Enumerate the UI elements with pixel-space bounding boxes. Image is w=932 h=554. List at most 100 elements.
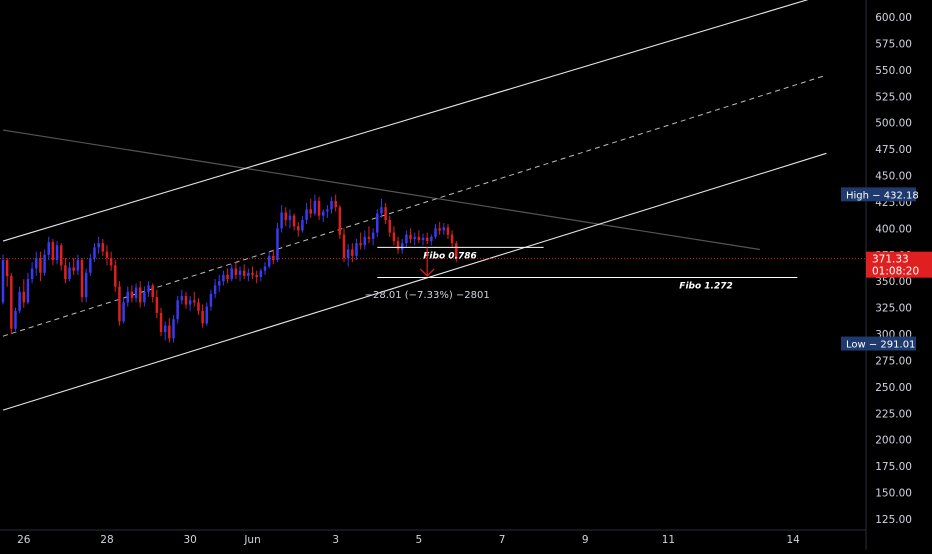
price-tick-label: 600.00 [875,12,912,24]
candle-body [305,209,308,220]
candle-body [222,274,225,282]
candle-body [346,249,350,258]
candle-body [172,319,175,339]
candle-body [55,245,59,261]
candle-body [159,312,163,332]
price-tick-label: 175.00 [875,461,912,473]
candle-body [371,232,375,239]
candle-body [413,236,416,239]
measure-arrow-head [419,268,435,277]
candle-body [363,236,367,246]
candle-body [292,215,296,227]
candle-body [330,200,333,210]
candle-body [168,325,171,339]
candle-body [321,211,325,216]
candle-body [205,306,209,324]
candle-body [193,300,196,303]
candle-body [438,228,441,231]
candle-body [272,255,275,261]
candle-body [455,243,458,260]
candle-body [359,243,362,246]
candle-body [72,267,75,271]
measure-label: −28.01 (−7.33%) −2801 [365,290,490,301]
candle-body [47,242,50,255]
candle-body [313,200,317,214]
bar-countdown: 01:08:20 [872,266,919,278]
time-tick-label: 9 [582,534,589,546]
candle-body [197,302,200,311]
candle-body [147,285,150,292]
time-axis[interactable]: 26 28 30 Jun 3 5 7 9 11 14 [17,534,800,546]
candle-body [130,291,134,299]
candle-body [64,265,67,280]
price-tick-label: 225.00 [875,408,912,420]
candle-body [317,200,321,216]
candle-body [242,270,246,276]
candle-body [376,213,379,233]
price-tick-label: 475.00 [875,144,912,156]
candle-body [126,291,130,303]
candle-body [251,272,254,275]
candle-body [351,249,354,256]
low-badge [841,336,916,351]
last-price-badge [866,251,932,278]
candle-body [338,207,342,235]
time-tick-label: 5 [416,534,423,546]
time-tick-label: 11 [662,534,675,546]
high-badge [841,187,916,202]
candle-body [101,243,105,252]
candle-body [417,236,421,240]
price-tick-label: 150.00 [875,488,912,500]
last-price-value: 371.33 [872,254,909,266]
low-badge-label: Low − 291.01 [846,340,915,351]
candle-body [35,257,38,269]
candle-body [89,257,92,273]
candle-body [26,279,30,303]
candle-body [76,260,80,271]
candle-body [155,297,159,313]
candle-body [405,234,408,244]
candle-body [392,232,396,242]
candle-body [1,260,5,303]
annotations-layer: Fibo 0.786 Fibo 1.272 −28.01 (−7.33%) −280… [365,246,798,301]
candle-body [326,209,329,212]
time-tick-label: 28 [100,534,113,546]
candle-body [10,275,13,329]
candle-body [51,242,55,261]
candle-body [297,226,300,231]
candle-body [380,207,383,214]
candle-body [14,310,17,329]
candle-body [247,272,250,276]
candle-body [284,212,288,220]
fib-level-label: Fibo 0.786 [423,251,476,261]
candle-body [425,237,429,242]
candle-body [97,243,100,248]
time-tick-label: 14 [786,534,800,546]
candle-body [151,285,154,298]
candle-body [5,260,9,276]
candle-body [355,243,358,256]
candle-body [201,310,204,324]
price-tick-label: 525.00 [875,91,912,103]
candle-body [367,236,371,239]
candle-body [234,268,238,275]
candle-body [434,228,437,237]
candle-body [176,300,179,320]
candle-body [188,300,192,305]
time-tick-label: 7 [499,534,506,546]
candle-body [109,257,113,266]
time-tick-label: 30 [183,534,196,546]
candle-body [218,281,221,286]
candle-body [18,291,21,311]
price-tick-label: 350.00 [875,276,912,288]
candle-body [442,227,446,231]
price-tick-label: 575.00 [875,38,912,50]
candle-body [288,215,292,220]
candle-body [259,270,263,277]
candle-body [43,254,46,273]
candle-body [226,274,229,280]
candle-body [309,209,312,214]
